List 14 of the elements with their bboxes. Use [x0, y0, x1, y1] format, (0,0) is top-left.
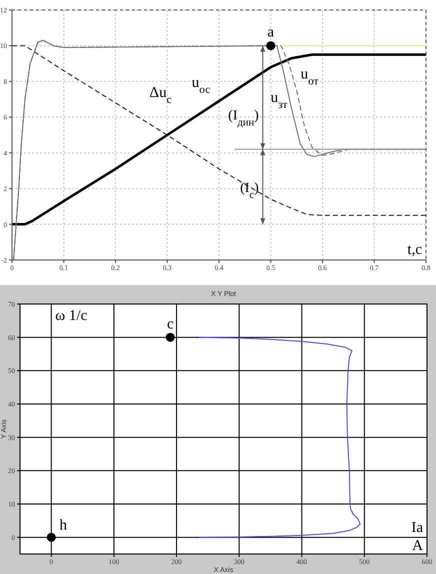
- x-axis-title: t,с: [407, 242, 422, 258]
- series-label: Δu$_{с}$: [149, 84, 172, 106]
- annotation: Ia: [411, 520, 424, 536]
- series-label: c: [166, 316, 174, 332]
- series-label: u$_{от}$: [300, 66, 319, 88]
- line-series: [198, 336, 360, 538]
- series-label: a: [267, 24, 274, 41]
- annotation: ω 1/с: [55, 308, 88, 324]
- annotation: A: [412, 538, 424, 554]
- annotation: (I$_{с}$): [240, 180, 260, 200]
- series-label: u$_{зт}$: [270, 90, 288, 112]
- annotation: (I$_{дин}$): [228, 108, 260, 128]
- series-label: h: [60, 517, 68, 534]
- series-label: u$_{ос}$: [192, 75, 210, 96]
